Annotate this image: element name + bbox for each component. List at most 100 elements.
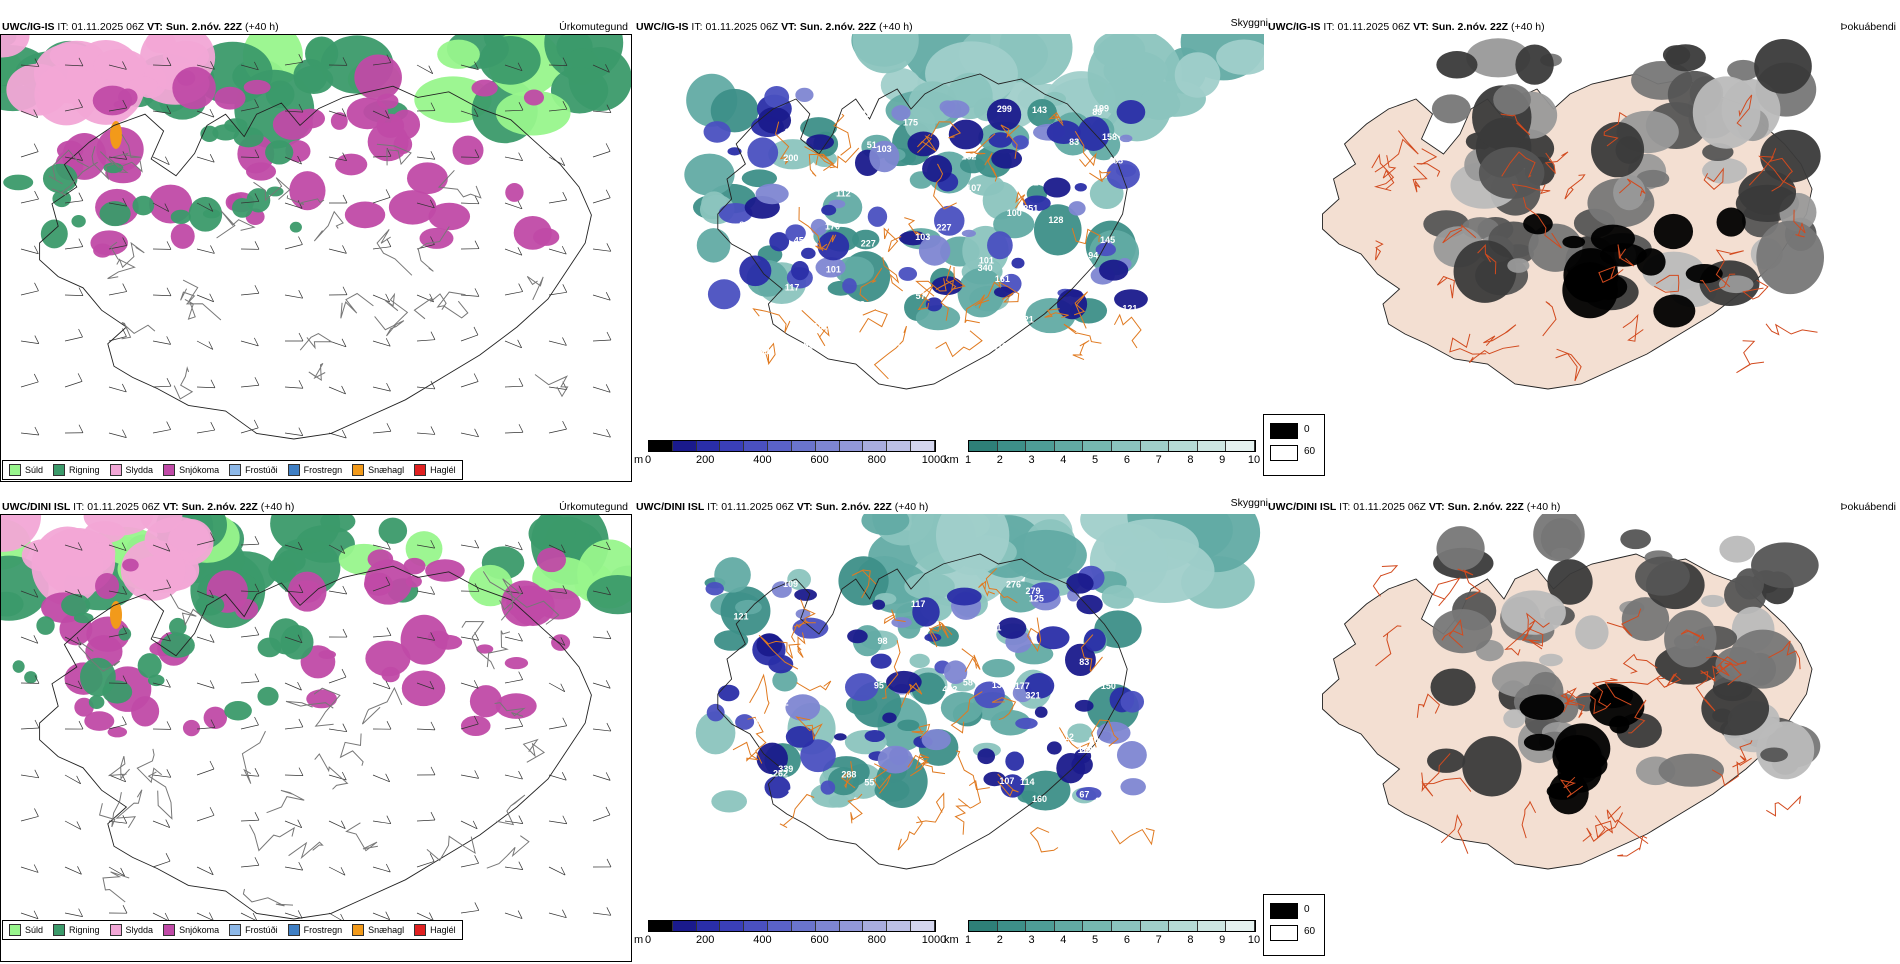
fog-index-area [1462, 736, 1521, 796]
visibility-area [684, 154, 734, 196]
ceiling-area [834, 733, 847, 740]
wind-barb [285, 428, 303, 436]
wind-barb [197, 807, 214, 821]
wind-barb [197, 680, 214, 688]
ceiling-value-label: 177 [1015, 681, 1030, 691]
fog-map[interactable] [1266, 34, 1896, 434]
ceiling-value-label: 321 [1025, 690, 1040, 700]
ceiling-area [706, 582, 724, 595]
ceiling-area [962, 230, 976, 237]
colorbar-cell [863, 441, 887, 451]
colorbar-cell [768, 441, 792, 451]
ceiling-value-label: 107 [966, 183, 981, 193]
init-time: 01.11.2025 06Z [721, 501, 794, 513]
colorbar-tick-label: 2 [997, 454, 1003, 466]
precip-map[interactable] [0, 34, 632, 482]
lead-time: (+40 h) [261, 501, 295, 513]
road-line [524, 740, 545, 763]
snow-area [420, 228, 454, 249]
precip-area [294, 66, 333, 94]
wind-barb [197, 294, 214, 302]
wind-barb [373, 912, 390, 920]
colorbar-cell [1141, 441, 1170, 451]
road-line [1737, 341, 1765, 373]
wind-barb [461, 241, 479, 249]
legend-swatch [163, 464, 175, 476]
wind-barb [549, 337, 566, 345]
rain-area [171, 210, 191, 224]
ceiling-value-label: 79 [896, 343, 906, 353]
wind-barb [21, 770, 39, 778]
legend-item: Frostúði [229, 464, 278, 476]
legend-swatch [9, 464, 21, 476]
colorbar-tick-label: 0 [645, 934, 651, 946]
fog-index-area [1436, 51, 1477, 78]
ceiling-value-label: 114 [1020, 777, 1035, 787]
legend-item: Súld [9, 464, 43, 476]
ceiling-value-label: 145 [1100, 235, 1115, 245]
ceiling-value-label: 94 [1088, 251, 1098, 261]
colorbar-strip [648, 440, 936, 452]
ceiling-area [878, 746, 913, 774]
valid-time: Sun. 2.nóv. 22Z [1448, 501, 1524, 513]
ceiling-value-label: 83 [1079, 657, 1089, 667]
ceiling-value-label: 83 [1069, 137, 1079, 147]
fog-index-area [1701, 681, 1769, 735]
colorbar-cell [673, 441, 697, 451]
lead-time: (+40 h) [879, 21, 913, 33]
snow-area [533, 228, 559, 246]
colorbar-tick-label: 8 [1187, 454, 1193, 466]
panel-title: Úrkomutegund [559, 500, 628, 514]
fog-index-area [1575, 615, 1608, 649]
colorbar-cell [1055, 441, 1084, 451]
ceiling-area [821, 780, 836, 794]
wind-barb [461, 902, 479, 913]
ceiling-area [947, 588, 982, 606]
ceiling-value-label: 88 [1053, 657, 1063, 667]
fog-index-area [1436, 526, 1484, 570]
colorbar-tick-label: 0 [645, 454, 651, 466]
visibility-area [697, 228, 731, 262]
init-time: 01.11.2025 06Z [1337, 21, 1410, 33]
colorbar-tick-label: 4 [1060, 934, 1066, 946]
colorbar-unit: m [634, 454, 643, 466]
ceiling-value-label: 251 [1023, 204, 1038, 214]
rain-area [258, 637, 282, 657]
wind-barb [241, 812, 259, 821]
snow-area [246, 162, 276, 180]
fog-map[interactable] [1266, 514, 1896, 914]
colorbar-tick-label: 600 [810, 934, 828, 946]
fog-legend-label: 0 [1304, 424, 1310, 435]
ceiling-value-label: 60 [1089, 735, 1099, 745]
legend-swatch [229, 464, 241, 476]
rain-area [3, 175, 33, 191]
wind-barb [373, 383, 391, 391]
ceiling-value-label: 101 [979, 256, 994, 266]
ceiling-area [1047, 741, 1062, 754]
road-line [110, 756, 130, 778]
ceiling-value-label: 58 [963, 678, 973, 688]
wind-barb [21, 246, 38, 254]
legend-label: Rigning [69, 925, 100, 935]
ceiling-value-label: 130 [1055, 683, 1070, 693]
legend-label: Frostregn [304, 465, 343, 475]
colorbar-tick-label: 8 [1187, 934, 1193, 946]
road-line [956, 806, 968, 835]
precip-map[interactable] [0, 514, 632, 962]
model-name: UWC/DINI ISL [2, 501, 70, 513]
colorbar-cell [969, 921, 998, 931]
wind-barb [461, 821, 477, 829]
ceiling-value-label: 158 [854, 606, 869, 616]
wind-barb [197, 380, 215, 388]
wind-barb [65, 425, 83, 433]
ceiling-value-label: 98 [878, 636, 888, 646]
ceiling-value-label: 53 [1026, 732, 1036, 742]
fog-index-area [1702, 158, 1747, 184]
rain-area [224, 701, 252, 721]
colorbar-cell [720, 921, 744, 931]
ceiling-value-label: 128 [1048, 215, 1063, 225]
road-line [346, 823, 378, 851]
